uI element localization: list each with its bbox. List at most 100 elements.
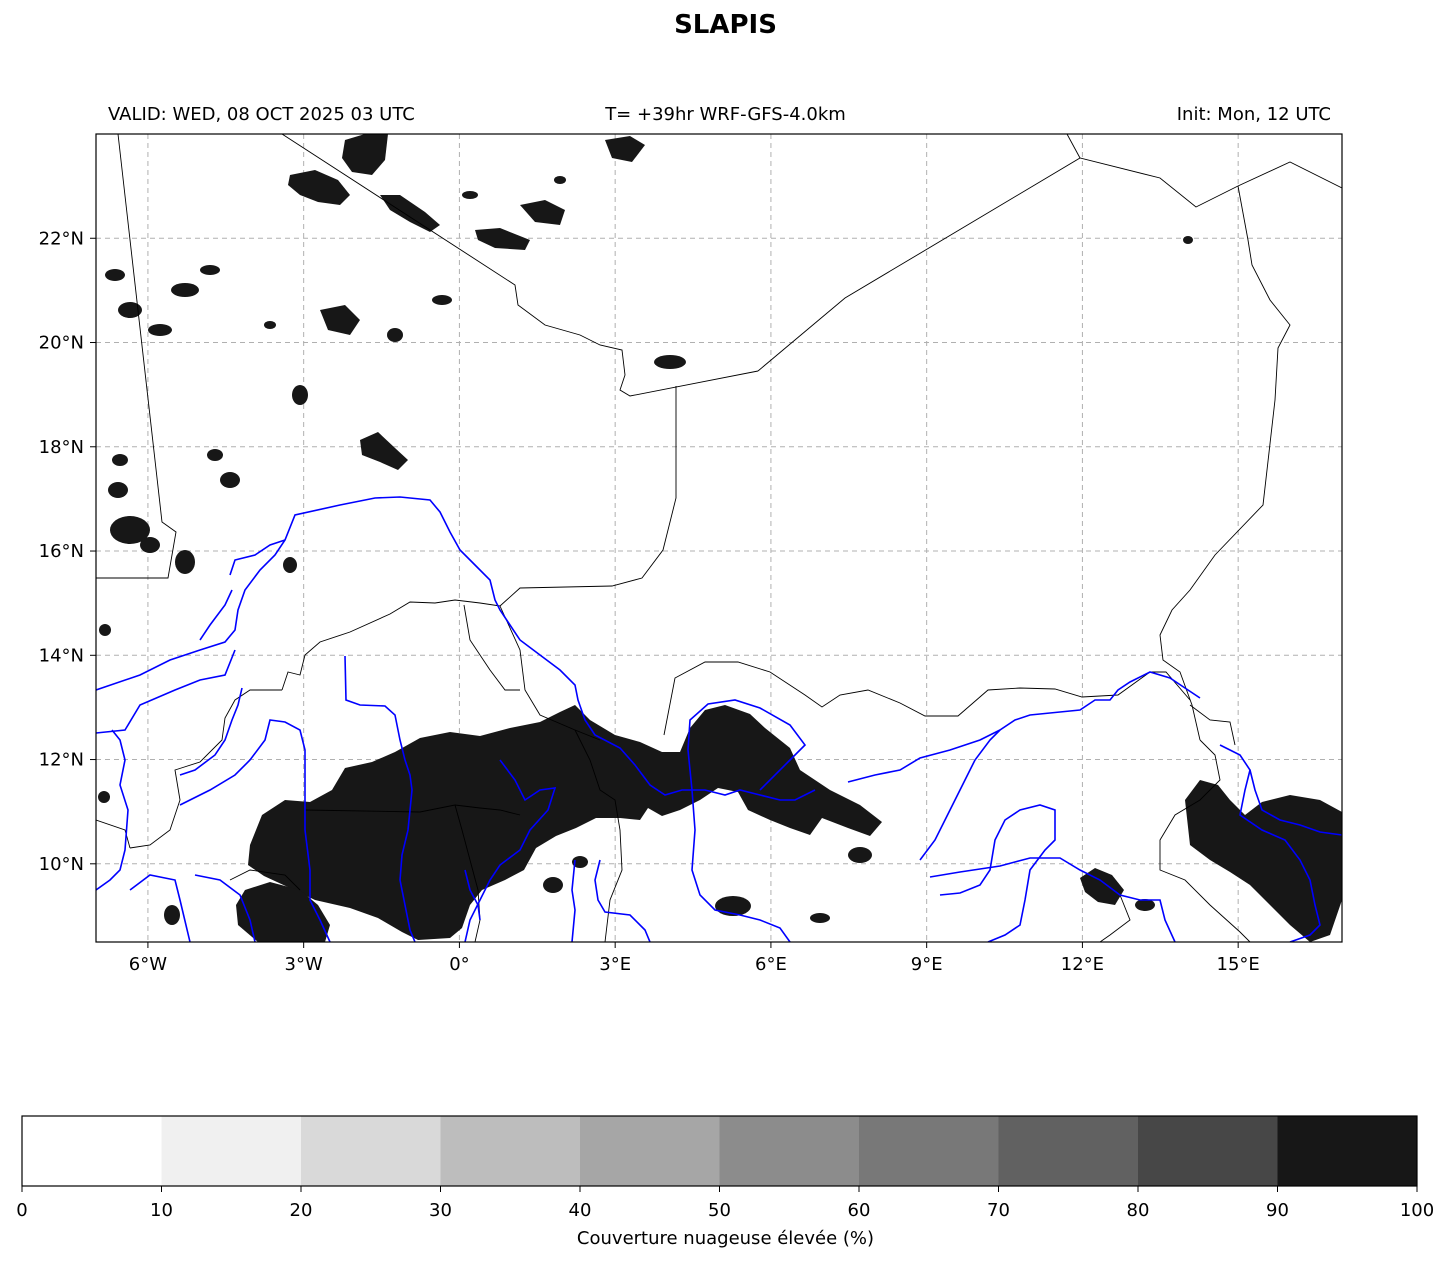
cloud-spot xyxy=(110,516,150,544)
river-niger-lower-ext xyxy=(687,699,807,942)
cloud-north-6 xyxy=(605,136,645,162)
lat-tick-label: 14°N xyxy=(39,645,84,666)
border-niger-chad xyxy=(1159,185,1291,741)
cloud-spot xyxy=(171,283,199,297)
init-time-label: Init: Mon, 12 UTC xyxy=(1176,104,1331,125)
border-small-1 xyxy=(229,869,301,891)
cloud-spot xyxy=(572,856,588,868)
colorbar xyxy=(22,1116,1418,1186)
lon-tick-label: 12°E xyxy=(1061,954,1104,975)
border-niger-nigeria xyxy=(499,605,601,741)
lat-tick-label: 18°N xyxy=(39,437,84,458)
colorbar-tick-label: 70 xyxy=(987,1200,1010,1221)
cloud-spot xyxy=(105,269,125,281)
cloud-mass-lake-chad xyxy=(1080,868,1124,905)
colorbar-tick-label: 80 xyxy=(1127,1200,1150,1221)
valid-time-label: VALID: WED, 08 OCT 2025 03 UTC xyxy=(108,104,415,125)
colorbar-swatch xyxy=(998,1116,1139,1186)
cloud-north-2 xyxy=(288,170,350,205)
cloud-spot xyxy=(1183,236,1193,244)
colorbar-tick-label: 100 xyxy=(1400,1200,1434,1221)
cloud-spot xyxy=(207,449,223,461)
border-ghana-cote xyxy=(96,819,131,849)
border-algeria-libya xyxy=(1066,134,1081,159)
lon-tick-label: 3°W xyxy=(285,954,323,975)
lat-tick-label: 10°N xyxy=(39,854,84,875)
colorbar-tick-label: 60 xyxy=(848,1200,871,1221)
cloud-north-5 xyxy=(520,200,565,225)
cloud-spot xyxy=(810,913,830,923)
border-niger-algeria-libya xyxy=(757,157,1342,372)
cloud-spot xyxy=(220,472,240,488)
colorbar-tick-label: 0 xyxy=(16,1200,27,1221)
colorbar-tick-label: 50 xyxy=(708,1200,731,1221)
cloud-north-8 xyxy=(360,432,408,470)
cloud-mass-sw xyxy=(236,882,330,942)
forecast-run-label: T= +39hr WRF-GFS-4.0km xyxy=(605,104,846,125)
river-niger-delta-west xyxy=(594,859,651,942)
cloud-north-1 xyxy=(342,134,388,175)
river-volta-black xyxy=(96,729,129,891)
colorbar-ticks: 0 10 20 30 40 50 60 70 80 90 100 xyxy=(16,1186,1434,1221)
longitude-axis: 6°W 3°W 0° 3°E 6°E 9°E 12°E 15°E xyxy=(129,942,1260,975)
latitude-axis: 10°N 12°N 14°N 16°N 18°N 20°N 22°N xyxy=(39,228,96,875)
river-volta-white xyxy=(344,655,416,942)
river-benin xyxy=(464,869,481,921)
lon-tick-label: 6°E xyxy=(755,954,787,975)
page-title: SLAPIS xyxy=(674,10,777,40)
river-volta-3 xyxy=(179,687,243,776)
cloud-spot xyxy=(462,191,478,199)
colorbar-swatch xyxy=(859,1116,999,1186)
lat-tick-label: 22°N xyxy=(39,228,84,249)
cloud-spot xyxy=(148,324,172,336)
river-sahel-2 xyxy=(199,589,233,641)
lat-tick-label: 20°N xyxy=(39,333,84,354)
border-nigeria-cameroon-2 xyxy=(1099,894,1131,942)
cloud-spot xyxy=(200,265,220,275)
cloud-north-3 xyxy=(380,195,440,232)
border-togo-benin xyxy=(454,804,481,942)
lat-tick-label: 16°N xyxy=(39,541,84,562)
cloud-spot xyxy=(98,791,110,803)
cloud-spot xyxy=(112,454,128,466)
cloud-spot xyxy=(1135,899,1155,911)
river-benue xyxy=(929,857,1176,942)
border-mali-algeria xyxy=(281,134,759,397)
cloud-mass-east xyxy=(1185,780,1342,942)
colorbar-swatch xyxy=(1277,1116,1418,1186)
cloud-spot xyxy=(99,624,111,636)
cloud-spot xyxy=(848,847,872,863)
map-content xyxy=(96,134,1342,942)
colorbar-swatch xyxy=(161,1116,302,1186)
river-kaduna xyxy=(919,671,1201,861)
border-niger-benin-nigeria-2 xyxy=(663,661,1191,736)
lon-tick-label: 9°E xyxy=(911,954,943,975)
border-mauritania-mali xyxy=(96,134,177,579)
cloud-spot xyxy=(283,557,297,573)
map-frame xyxy=(95,133,1343,943)
cloud-spot xyxy=(175,550,195,574)
cloud-spot xyxy=(164,905,180,925)
cloud-north-7 xyxy=(320,305,360,335)
cloud-spot xyxy=(292,385,308,405)
river-niger-upper xyxy=(96,496,816,801)
cloud-spot xyxy=(140,537,160,553)
river-volta-2 xyxy=(179,719,331,942)
colorbar-swatch xyxy=(580,1116,720,1186)
river-bani xyxy=(96,649,236,734)
border-nigeria-cameroon xyxy=(1159,739,1251,942)
river-small-1 xyxy=(571,859,576,942)
river-gongola xyxy=(939,804,1056,942)
cloud-north-4 xyxy=(475,228,530,250)
cloud-spot xyxy=(432,295,452,305)
lon-tick-label: 6°W xyxy=(129,954,167,975)
border-mali-niger xyxy=(281,386,677,691)
cloud-spot xyxy=(543,877,563,893)
cloud-spot xyxy=(654,355,686,369)
colorbar-swatch xyxy=(22,1116,162,1186)
river-chari-2 xyxy=(1249,769,1342,836)
river-sokoto xyxy=(847,729,1001,783)
border-chad-cameroon xyxy=(1189,704,1236,746)
colorbar-swatch xyxy=(719,1116,860,1186)
lon-tick-label: 0° xyxy=(449,954,469,975)
